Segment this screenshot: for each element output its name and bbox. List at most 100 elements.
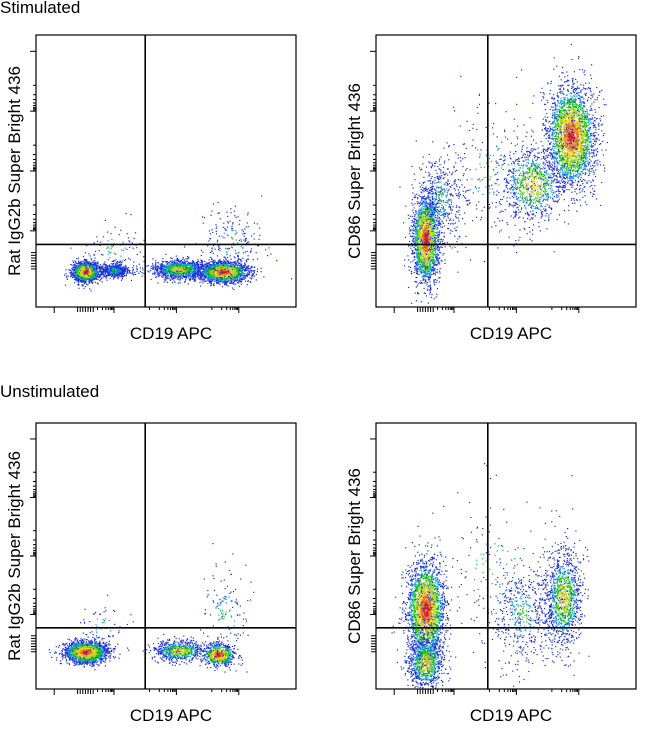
event-dot xyxy=(176,273,178,275)
event-dot xyxy=(100,270,102,273)
event-dot xyxy=(165,276,167,278)
event-dot xyxy=(224,279,227,282)
event-dot xyxy=(73,274,75,276)
event-dot xyxy=(201,272,203,274)
event-dot xyxy=(198,260,200,262)
event-dot xyxy=(78,269,80,271)
event-dot xyxy=(83,287,85,289)
event-dot xyxy=(95,276,97,278)
event-dot xyxy=(199,268,201,271)
event-dot xyxy=(132,267,134,269)
event-dot xyxy=(163,270,165,272)
event-dot xyxy=(200,279,202,281)
event-dot xyxy=(83,280,85,282)
event-dot xyxy=(229,282,232,284)
event-dot xyxy=(156,276,158,278)
event-dot xyxy=(78,268,81,270)
event-dot xyxy=(165,275,167,277)
event-dot xyxy=(164,267,166,269)
event-dot xyxy=(247,280,249,282)
event-dot xyxy=(185,265,187,267)
event-dot xyxy=(183,272,185,274)
event-dot xyxy=(77,266,79,268)
event-dot xyxy=(195,277,197,279)
event-dot xyxy=(95,278,97,280)
event-dot xyxy=(82,264,84,266)
event-dot xyxy=(240,258,242,261)
event-dot xyxy=(89,255,91,257)
event-dot xyxy=(172,270,174,272)
event-dot xyxy=(106,265,109,267)
event-dot xyxy=(108,274,111,276)
event-dot xyxy=(65,269,67,271)
event-dot xyxy=(180,274,182,276)
event-dot xyxy=(174,263,176,265)
event-dot xyxy=(169,279,171,281)
section-title-stimulated: Stimulated xyxy=(0,0,80,18)
event-dot xyxy=(74,274,76,276)
event-dot xyxy=(237,272,239,274)
event-dot xyxy=(213,283,215,285)
event-dot xyxy=(246,273,248,275)
event-dot xyxy=(201,266,203,268)
event-dot xyxy=(91,277,93,279)
event-dot xyxy=(94,271,96,273)
event-dot xyxy=(74,266,76,268)
event-dot xyxy=(230,278,232,280)
event-dot xyxy=(234,276,236,278)
event-dot xyxy=(141,275,143,277)
event-dot xyxy=(187,274,189,276)
event-dot xyxy=(166,277,169,279)
event-dot xyxy=(242,269,244,271)
event-dot xyxy=(142,267,144,269)
event-dot xyxy=(88,282,90,284)
event-dot xyxy=(88,278,90,280)
event-dot xyxy=(100,266,103,268)
event-dot xyxy=(120,279,123,281)
event-dot xyxy=(195,272,198,274)
event-dot xyxy=(103,273,105,276)
event-dot xyxy=(102,264,104,266)
event-dot xyxy=(77,283,79,285)
event-dot xyxy=(91,282,94,284)
event-dot xyxy=(252,266,254,268)
event-dot xyxy=(182,264,184,266)
event-dot xyxy=(83,273,85,275)
event-dot xyxy=(76,258,78,260)
event-dot xyxy=(167,275,169,277)
event-dot xyxy=(197,265,199,267)
event-dot xyxy=(115,267,117,269)
event-dot xyxy=(109,266,112,268)
event-dot xyxy=(175,265,177,267)
event-dot xyxy=(197,274,199,276)
event-dot xyxy=(183,274,185,276)
event-dot xyxy=(177,258,179,260)
event-dot xyxy=(161,272,163,274)
event-dot xyxy=(85,271,87,273)
event-dot xyxy=(107,273,109,275)
event-dot xyxy=(184,261,186,263)
event-dot xyxy=(159,266,161,268)
event-dot xyxy=(107,272,109,274)
event-dot xyxy=(171,273,173,276)
event-dot xyxy=(169,268,172,270)
event-dot xyxy=(245,259,247,261)
event-dot xyxy=(165,266,167,268)
event-dot xyxy=(80,268,82,270)
event-dot xyxy=(154,274,156,276)
event-dot xyxy=(194,275,196,277)
event-dot xyxy=(81,281,83,283)
event-dot xyxy=(197,268,199,271)
event-dot xyxy=(193,261,195,263)
event-dot xyxy=(115,263,117,265)
event-dot xyxy=(169,260,172,263)
event-dot xyxy=(159,269,162,271)
event-dot xyxy=(76,268,78,270)
event-dot xyxy=(134,271,136,273)
event-dot xyxy=(168,277,170,279)
event-dot xyxy=(79,271,81,273)
event-dot xyxy=(66,277,68,279)
event-dot xyxy=(85,281,87,283)
event-dot xyxy=(229,280,231,282)
event-dot xyxy=(74,260,76,262)
